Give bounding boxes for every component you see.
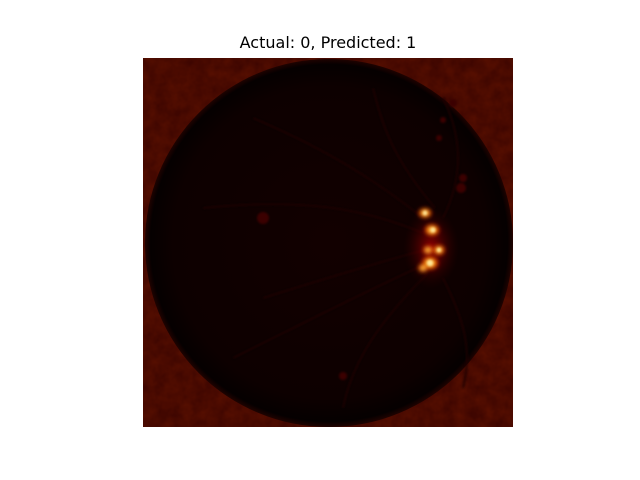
fundus-heatmap-svg (143, 58, 513, 427)
heatmap-image (143, 58, 513, 427)
fundus-disc (145, 59, 513, 427)
hotspot-peaks (422, 210, 441, 266)
vessel-strokes (202, 87, 468, 409)
rim-speckles (257, 99, 467, 380)
hotspot-cluster (417, 207, 446, 273)
plot-title: Actual: 0, Predicted: 1 (239, 33, 417, 52)
